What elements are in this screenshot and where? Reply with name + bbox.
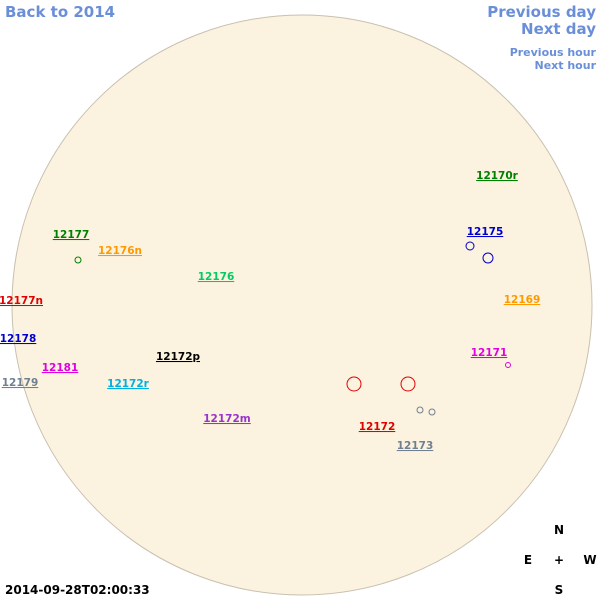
region-label: 12177 [53, 229, 90, 241]
region-label: 12171 [471, 347, 508, 359]
region-label: 12178 [0, 333, 36, 345]
next-hour-link[interactable]: Next hour [535, 59, 597, 72]
compass-west: W [583, 553, 596, 567]
sunspot [74, 256, 82, 264]
timestamp: 2014-09-28T02:00:33 [5, 583, 150, 597]
next-day-link[interactable]: Next day [521, 20, 596, 38]
region-label: 12172m [203, 413, 251, 425]
region-label: 12179 [2, 377, 39, 389]
sunspot [505, 362, 511, 368]
region-label: 12169 [504, 294, 541, 306]
sunspot [416, 406, 424, 414]
solar-disk [11, 14, 593, 596]
sunspot [428, 408, 436, 416]
compass-south: S [555, 583, 564, 597]
region-label: 12175 [467, 226, 504, 238]
region-label: 12172 [359, 421, 396, 433]
compass-center: + [554, 553, 564, 567]
region-label: 12170r [476, 170, 519, 182]
sunspot [482, 252, 494, 264]
previous-day-link[interactable]: Previous day [487, 3, 596, 21]
previous-hour-link[interactable]: Previous hour [510, 46, 597, 59]
sunspot [465, 241, 475, 251]
back-link[interactable]: Back to 2014 [5, 3, 115, 21]
sunspot [400, 376, 416, 392]
sunspot [346, 376, 362, 392]
compass-east: E [524, 553, 532, 567]
compass-north: N [554, 523, 564, 537]
region-label: 12177n [0, 295, 43, 307]
region-label: 12176 [198, 271, 235, 283]
sunspots [74, 241, 511, 416]
region-label: 12172p [156, 351, 201, 363]
region-label: 12181 [42, 362, 79, 374]
region-label: 12172r [107, 378, 150, 390]
region-label: 12176n [98, 245, 142, 257]
region-label: 12173 [397, 440, 434, 452]
